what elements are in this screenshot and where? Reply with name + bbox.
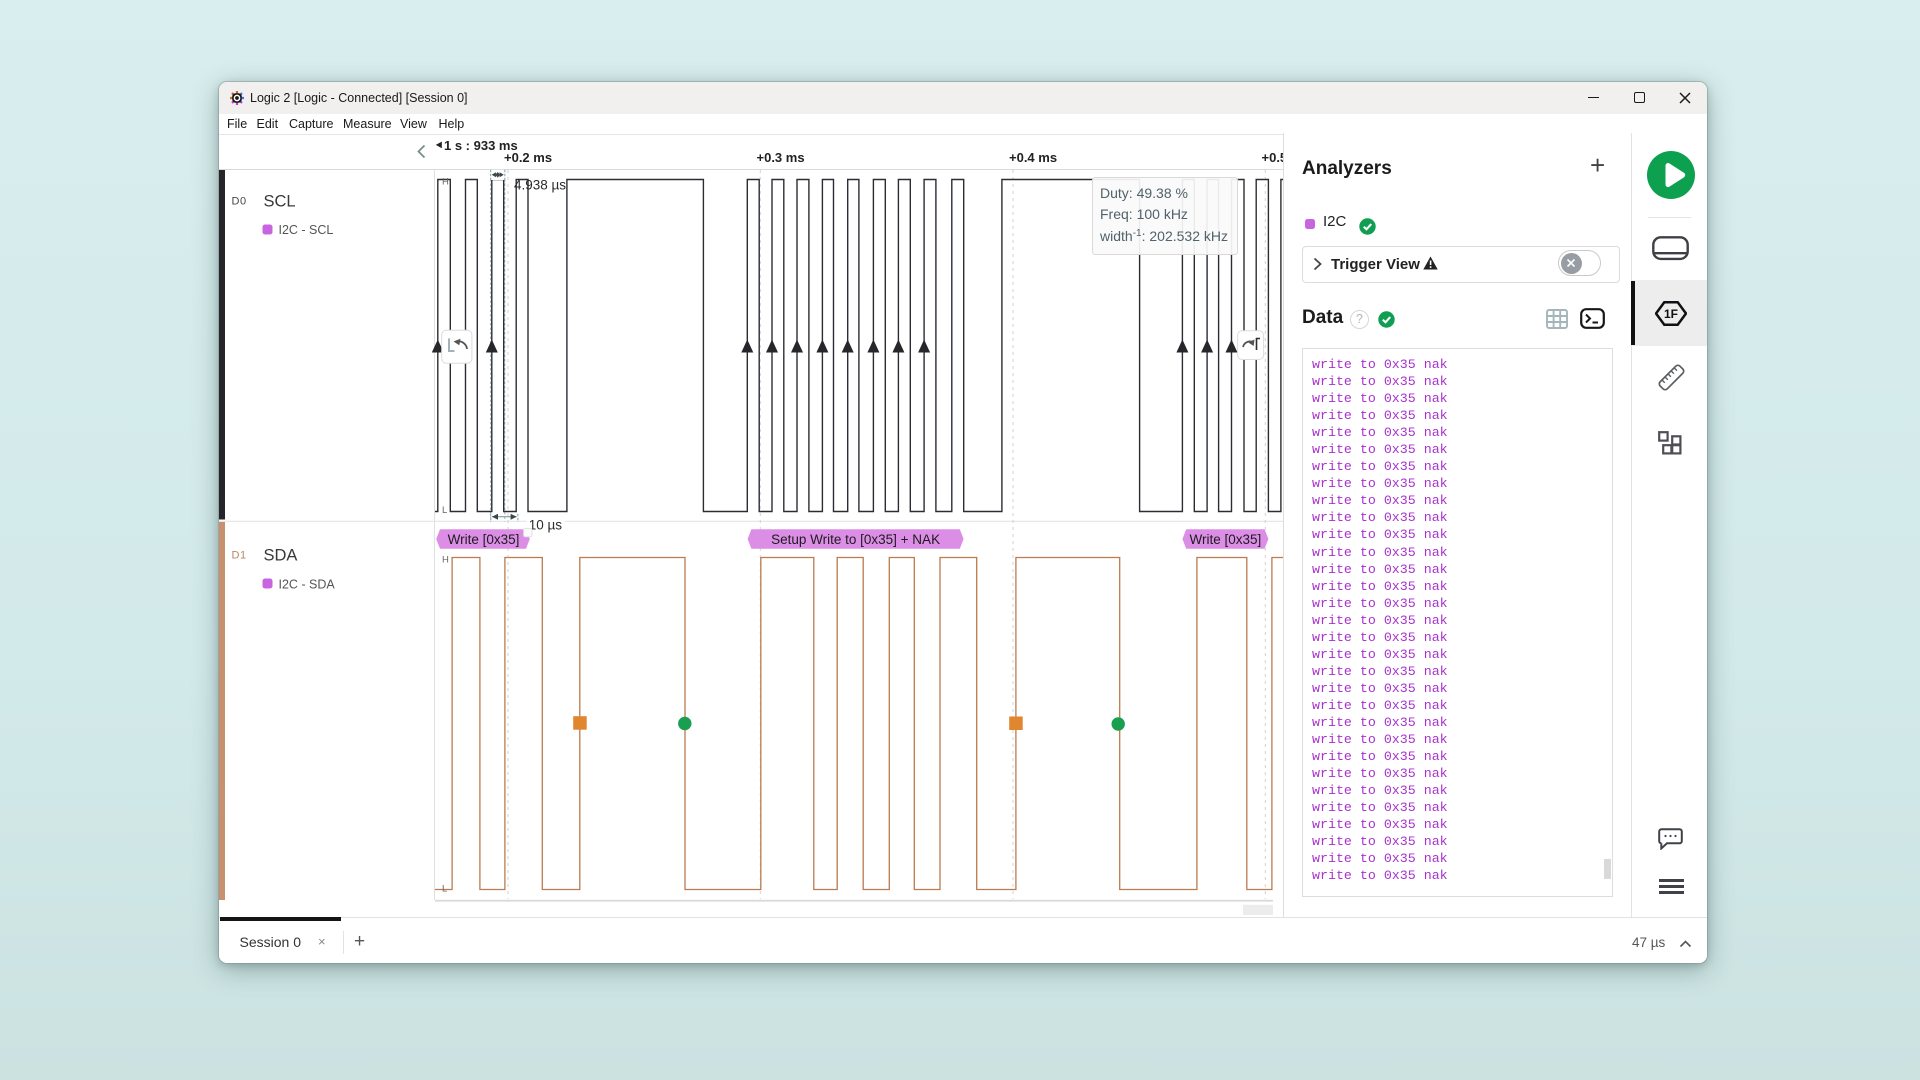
svg-text:H: H (442, 177, 449, 188)
svg-text:+0.3 ms: +0.3 ms (757, 150, 805, 165)
svg-text:D1: D1 (232, 550, 247, 562)
svg-text:10 µs: 10 µs (529, 518, 563, 533)
svg-text:1F: 1F (1664, 307, 1678, 321)
svg-text:Write [0x35]: Write [0x35] (448, 532, 520, 547)
svg-text:1 s : 933 ms: 1 s : 933 ms (444, 138, 518, 153)
svg-text:+0.4 ms: +0.4 ms (1009, 150, 1057, 165)
svg-text:I2C - SDA: I2C - SDA (279, 578, 336, 592)
svg-text:I2C - SCL: I2C - SCL (279, 223, 334, 237)
svg-text:SCL: SCL (264, 193, 296, 211)
svg-text:H: H (442, 555, 449, 566)
svg-text:L: L (442, 505, 447, 516)
svg-text:+0.5 ms: +0.5 ms (1262, 150, 1284, 165)
svg-text:4.938 µs: 4.938 µs (514, 178, 566, 193)
svg-text:SDA: SDA (264, 547, 298, 565)
svg-text:L: L (442, 884, 447, 895)
svg-text:D0: D0 (232, 196, 247, 208)
svg-text:Write [0x35]: Write [0x35] (1190, 532, 1262, 547)
svg-text:Setup Write to [0x35] + NAK: Setup Write to [0x35] + NAK (771, 532, 940, 547)
svg-text:+0.2 ms: +0.2 ms (504, 150, 552, 165)
